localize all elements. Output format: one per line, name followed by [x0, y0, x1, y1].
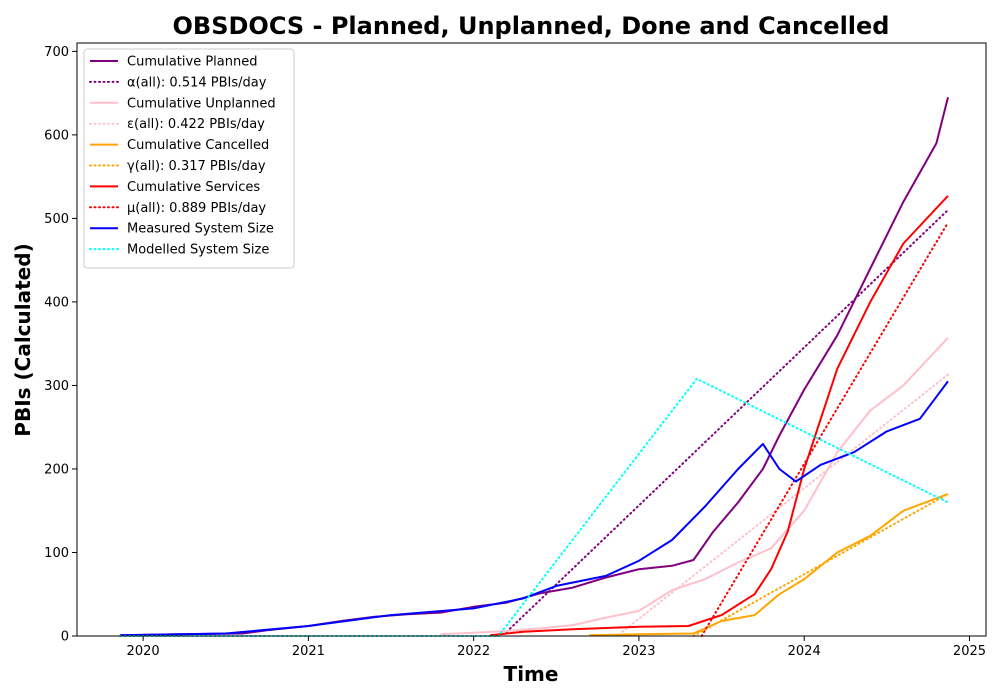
legend-label: Measured System Size	[127, 222, 274, 237]
y-tick-label: 600	[44, 128, 69, 143]
y-tick-label: 200	[44, 462, 69, 477]
legend-label: Cumulative Services	[127, 180, 260, 195]
y-axis-title: PBIs (Calculated)	[11, 243, 35, 436]
legend-label: μ(all): 0.889 PBIs/day	[127, 201, 266, 216]
y-tick-label: 400	[44, 295, 69, 310]
legend-label: Cumulative Planned	[127, 55, 257, 70]
legend-label: Cumulative Unplanned	[127, 96, 276, 111]
x-tick-label: 2024	[788, 644, 821, 659]
legend-label: Cumulative Cancelled	[127, 138, 269, 153]
y-tick-label: 0	[61, 630, 69, 645]
legend-label: γ(all): 0.317 PBIs/day	[127, 159, 266, 174]
legend: Cumulative Planned α(all): 0.514 PBIs/day…	[84, 49, 294, 268]
x-tick-label: 2023	[622, 644, 655, 659]
y-tick-label: 700	[44, 45, 69, 60]
x-tick-label: 2021	[292, 644, 325, 659]
x-axis-title: Time	[504, 662, 559, 686]
y-tick-label: 100	[44, 546, 69, 561]
x-tick-label: 2025	[953, 644, 986, 659]
x-tick-label: 2022	[457, 644, 490, 659]
legend-label: α(all): 0.514 PBIs/day	[127, 75, 267, 90]
x-tick-label: 2020	[127, 644, 160, 659]
chart-title: OBSDOCS - Planned, Unplanned, Done and C…	[173, 12, 890, 40]
y-tick-label: 500	[44, 212, 69, 227]
legend-label: ε(all): 0.422 PBIs/day	[127, 117, 265, 132]
y-tick-label: 300	[44, 379, 69, 394]
legend-label: Modelled System Size	[127, 243, 269, 258]
